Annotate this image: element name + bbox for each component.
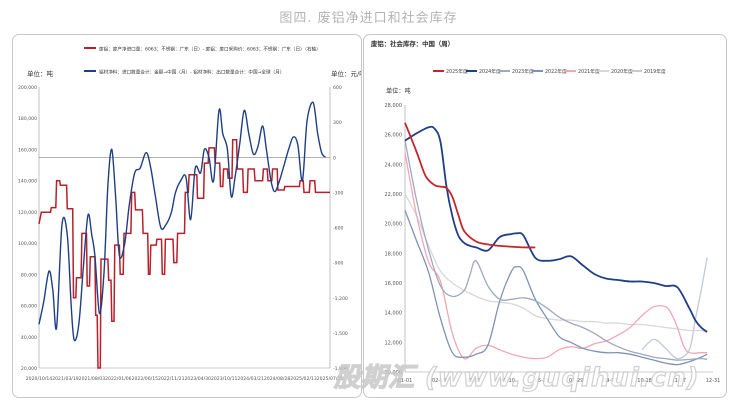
legend-label-2019年度: 2019年度 bbox=[644, 68, 666, 75]
series-line-2021年度 bbox=[404, 152, 708, 360]
left-x-tick-label: 2022/11/21 bbox=[158, 376, 185, 382]
series-line-2025年度 bbox=[404, 122, 536, 249]
left-x-tick-label: 2022/06/15 bbox=[132, 376, 159, 382]
right-y-tick-label: -600 bbox=[333, 226, 344, 232]
left-y-tick-label: 60,000 bbox=[21, 304, 37, 310]
right-y-unit: 单位：吨 bbox=[386, 87, 411, 95]
right-chart-y-tick-label: 26,000 bbox=[385, 133, 403, 139]
legend-label-price-spread: 废铝：废产净进口量：6063；不锈钢：广东（日）- 废铝：废口采购价：6063；… bbox=[99, 46, 321, 53]
right-chart-x-tick-label: 03-31 bbox=[466, 378, 481, 384]
left-y-tick-label: 200,000 bbox=[18, 85, 37, 91]
right-chart-y-tick-label: 24,000 bbox=[385, 162, 403, 168]
right-chart-y-tick-label: 16,000 bbox=[385, 281, 403, 287]
series-line-net-import bbox=[38, 101, 326, 342]
right-y-tick-label: -1,800 bbox=[333, 366, 348, 372]
right-chart-y-tick-label: 22,000 bbox=[385, 192, 403, 198]
left-x-tick-label: 2023/10/11 bbox=[211, 376, 238, 382]
left-y-tick-label: 180,000 bbox=[18, 116, 37, 122]
right-chart-x-tick-label: 02-19 bbox=[432, 378, 447, 384]
left-x-tick-label: 2021/08/03 bbox=[79, 376, 106, 382]
right-y-tick-label: -300 bbox=[333, 190, 344, 196]
left-plot-area: 20,000 40,000 60,000 80,000 100,000 120,000 14… bbox=[18, 85, 348, 382]
watermark-text: 股期汇 (www.guqihui.cn) bbox=[333, 362, 700, 393]
left-y-tick-label: 100,000 bbox=[18, 241, 37, 247]
right-axis-unit: 单位：元/吨 bbox=[331, 69, 361, 78]
left-chart: 单位：吨 单位：元/吨 废铝：废产净进口量：6063；不锈钢：广东（日）- 废铝… bbox=[18, 46, 361, 383]
legend-label-2021年度: 2021年度 bbox=[578, 68, 600, 75]
right-chart-x-tick-label: 07-29 bbox=[569, 378, 584, 384]
right-chart-y-tick-label: 28,000 bbox=[385, 103, 403, 109]
figure-title: 图四. 废铝净进口和社会库存 bbox=[279, 11, 458, 26]
left-y-tick-label: 20,000 bbox=[21, 366, 37, 372]
series-line-2022年度 bbox=[404, 210, 708, 366]
right-chart-x-tick-label: 05-10 bbox=[500, 378, 515, 384]
right-chart-x-tick-label: 06-19 bbox=[535, 378, 550, 384]
series-line-price-spread bbox=[38, 138, 330, 369]
right-chart-y-tick-label: 14,000 bbox=[385, 311, 403, 317]
right-chart: 废铝：社会库存：中国（周） 2025年度 2024年度 2023年度 2022年度 20… bbox=[371, 39, 721, 384]
left-x-tick-label: 2021/03/19 bbox=[52, 376, 79, 382]
left-x-tick-label: 2022/01/06 bbox=[105, 376, 132, 382]
right-chart-x-tick-label: 01-01 bbox=[398, 378, 413, 384]
right-chart-y-tick-label: 20,000 bbox=[385, 222, 403, 228]
right-y-tick-label: 300 bbox=[333, 120, 342, 126]
right-chart-x-tick-label: 11-27 bbox=[672, 378, 687, 384]
left-y-tick-label: 120,000 bbox=[18, 210, 37, 216]
legend-label-net-import: 铝材净料：进口数量合计：金额→中国（月）- 铝材净料：出口数量合计：中国→全球（… bbox=[99, 69, 284, 76]
series-line-2023年度 bbox=[404, 140, 708, 361]
left-x-tick-label: 2023/04/30 bbox=[184, 376, 211, 382]
right-chart-y-tick-label: 12,000 bbox=[385, 340, 403, 346]
right-chart-x-tick-label: 09-07 bbox=[603, 378, 618, 384]
left-legend: 废铝：废产净进口量：6063；不锈钢：广东（日）- 废铝：废口采购价：6063；… bbox=[84, 46, 321, 76]
left-x-tick-label: 2025/07/25 bbox=[317, 376, 344, 382]
legend-label-2023年度: 2023年度 bbox=[512, 68, 534, 75]
right-y-tick-label: -1,200 bbox=[333, 296, 348, 302]
left-x-tick-label: 2020/10/14 bbox=[26, 376, 53, 382]
series-line-2024年度 bbox=[404, 125, 708, 333]
left-axis-unit: 单位：吨 bbox=[27, 69, 54, 78]
left-y-tick-label: 80,000 bbox=[21, 272, 37, 278]
legend-label-2022年度: 2022年度 bbox=[545, 68, 567, 75]
left-y-tick-label: 140,000 bbox=[18, 179, 37, 185]
right-y-tick-label: -900 bbox=[333, 261, 344, 267]
legend-label-2024年度: 2024年度 bbox=[479, 68, 501, 75]
right-y-tick-label: 600 bbox=[333, 85, 342, 91]
left-y-tick-label: 160,000 bbox=[18, 147, 37, 153]
left-x-tick-label: 2024/03/21 bbox=[237, 376, 264, 382]
right-chart-y-tick-label: 10,000 bbox=[385, 370, 403, 376]
left-y-tick-label: 40,000 bbox=[21, 335, 37, 341]
left-x-tick-label: 2025/02/13 bbox=[290, 376, 317, 382]
right-plot-area: 10,000 12,000 14,000 16,000 18,000 20,000 22,0… bbox=[385, 103, 721, 384]
right-chart-x-tick-label: 10-18 bbox=[637, 378, 652, 384]
series-line-2020年度 bbox=[404, 193, 708, 333]
left-chart-panel: 单位：吨 单位：元/吨 废铝：废产净进口量：6063；不锈钢：广东（日）- 废铝… bbox=[12, 34, 362, 398]
left-x-tick-label: 2024/08/28 bbox=[264, 376, 291, 382]
right-y-tick-label: 0 bbox=[333, 155, 336, 161]
right-chart-x-tick-label: 12-31 bbox=[706, 378, 721, 384]
series-line-2019年度 bbox=[641, 257, 708, 360]
right-y-tick-label: -1,500 bbox=[333, 331, 348, 337]
right-chart-title: 废铝：社会库存：中国（周） bbox=[371, 39, 454, 48]
legend-label-2025年度: 2025年度 bbox=[446, 68, 468, 75]
legend-label-2020年度: 2020年度 bbox=[611, 68, 633, 75]
right-chart-panel: 废铝：社会库存：中国（周） 2025年度 2024年度 2023年度 2022年度 20… bbox=[363, 34, 727, 398]
right-chart-y-tick-label: 18,000 bbox=[385, 251, 403, 257]
right-legend: 2025年度 2024年度 2023年度 2022年度 2021年度 2020年度 2019… bbox=[433, 68, 666, 75]
